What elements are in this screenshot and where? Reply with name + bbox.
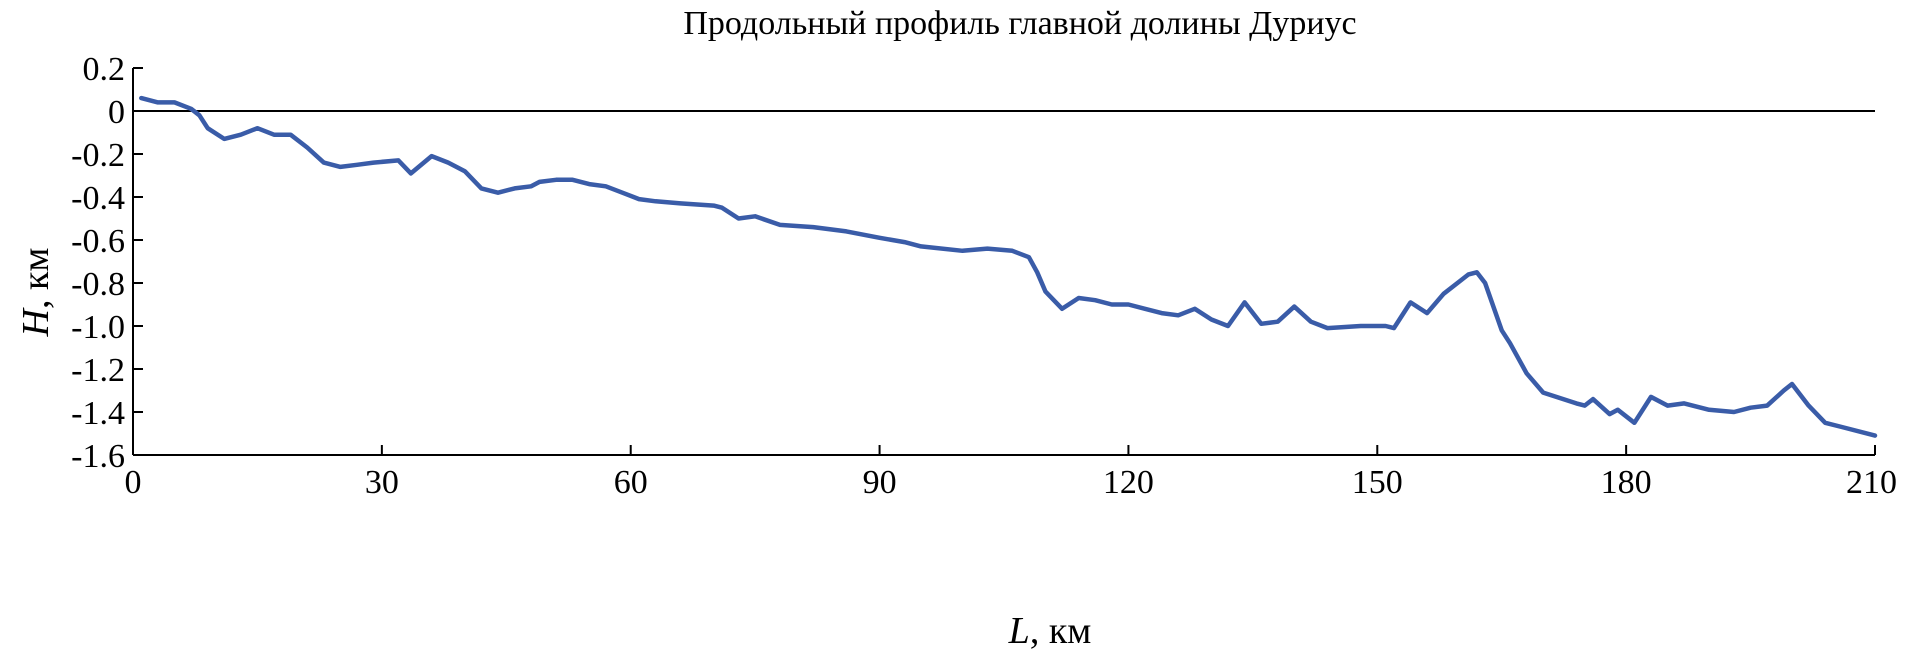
axes-group: 0.20-0.2-0.4-0.6-0.8-1.0-1.2-1.4-1.60 30 6… bbox=[71, 51, 1897, 501]
x-axis-label: L, км bbox=[1008, 610, 1092, 652]
y-tick-label: 0 bbox=[108, 94, 125, 131]
y-axis-label-unit: , км bbox=[15, 248, 57, 310]
y-tick-label: -1.4 bbox=[71, 395, 125, 432]
y-tick-label: -1.0 bbox=[71, 309, 125, 346]
x-tick-label: 0 bbox=[125, 464, 142, 501]
y-tick-label: -0.4 bbox=[71, 180, 125, 217]
y-axis-label-var: H bbox=[15, 306, 57, 337]
x-axis-label-unit: , км bbox=[1030, 610, 1092, 652]
y-tick-label: -1.2 bbox=[71, 352, 125, 389]
y-tick-label: -0.6 bbox=[71, 223, 125, 260]
series-line-0 bbox=[139, 95, 1878, 438]
y-tick-label: -1.6 bbox=[71, 438, 125, 475]
y-tick-label: -0.2 bbox=[71, 137, 125, 174]
x-tick-label: 60 bbox=[614, 464, 648, 501]
x-tick-label: 180 bbox=[1601, 464, 1652, 501]
x-tick-label: 90 bbox=[863, 464, 897, 501]
y-axis-label: H, км bbox=[15, 248, 57, 338]
x-axis-label-var: L bbox=[1008, 610, 1030, 652]
x-tick-label: 150 bbox=[1352, 464, 1403, 501]
x-tick-label: 210 bbox=[1846, 464, 1897, 501]
series-group bbox=[139, 95, 1878, 438]
y-tick-label: -0.8 bbox=[71, 266, 125, 303]
x-tick-label: 30 bbox=[365, 464, 399, 501]
y-tick-label: 0.2 bbox=[83, 51, 126, 88]
chart-title: Продольный профиль главной долины Дуриус bbox=[683, 5, 1356, 42]
x-tick-label: 120 bbox=[1103, 464, 1154, 501]
